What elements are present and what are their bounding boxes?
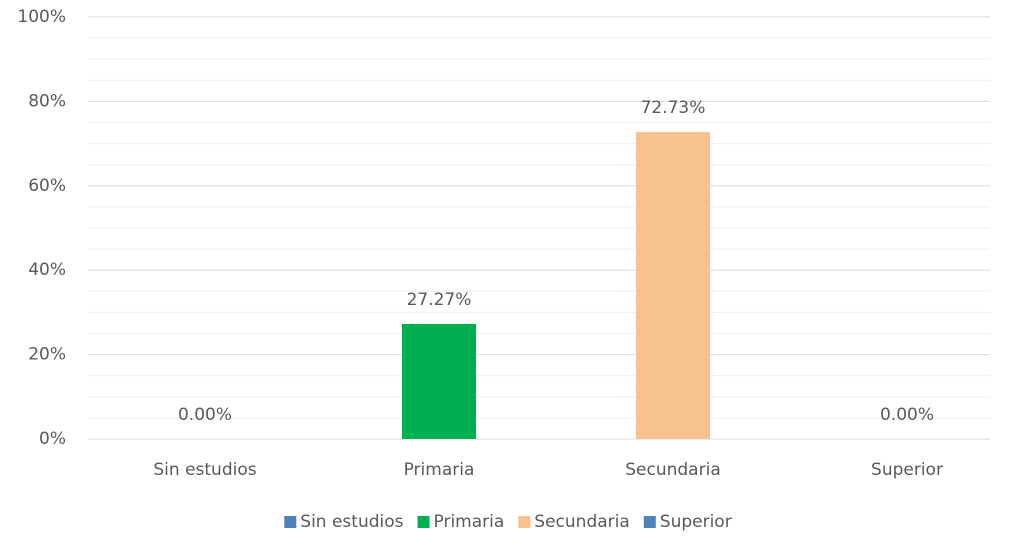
legend-swatch: [643, 516, 656, 528]
bar: [402, 323, 476, 439]
data-label: 27.27%: [407, 290, 472, 310]
data-label: 0.00%: [880, 405, 934, 425]
data-label: 72.73%: [641, 98, 706, 118]
legend-swatch: [284, 516, 297, 528]
legend-label: Sin estudios: [300, 512, 403, 532]
legend-swatch: [518, 516, 531, 528]
y-tick-label: 60%: [28, 176, 66, 196]
y-tick-label: 40%: [28, 260, 66, 280]
y-tick-label: 20%: [28, 345, 66, 365]
y-tick-label: 100%: [17, 7, 66, 27]
legend-label: Primaria: [434, 512, 505, 532]
x-tick-label: Sin estudios: [153, 460, 256, 480]
legend-label: Superior: [660, 512, 732, 532]
bar: [636, 132, 710, 439]
y-tick-label: 80%: [28, 91, 66, 111]
x-tick-label: Superior: [871, 460, 943, 480]
x-tick-label: Primaria: [404, 460, 475, 480]
legend-swatch: [417, 516, 430, 528]
y-tick-label: 0%: [39, 429, 66, 449]
x-tick-label: Secundaria: [625, 460, 720, 480]
legend-label: Secundaria: [534, 512, 629, 532]
data-label: 0.00%: [178, 405, 232, 425]
